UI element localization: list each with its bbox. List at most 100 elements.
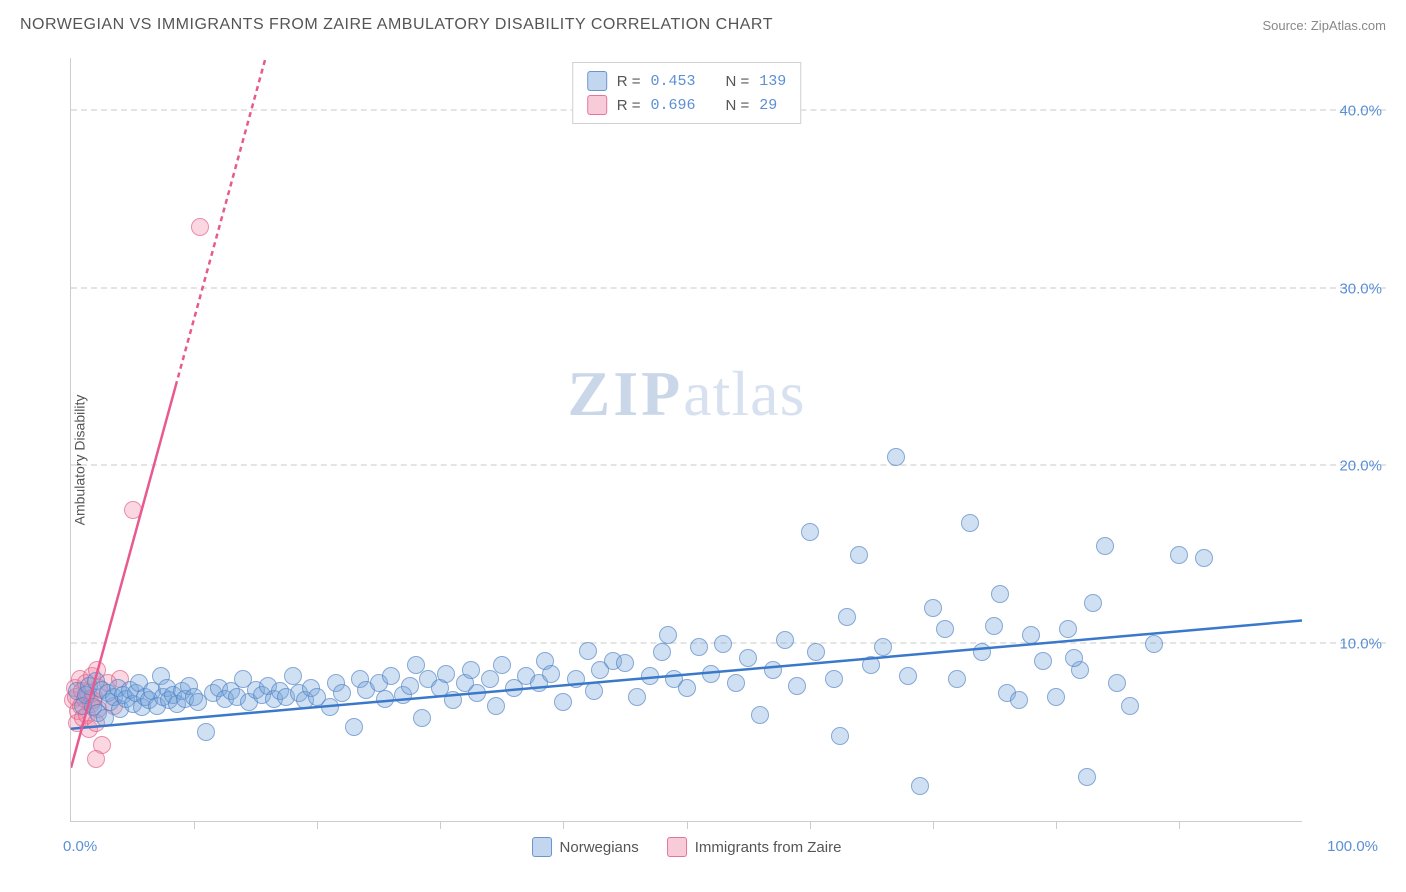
data-point	[887, 448, 905, 466]
y-tick-label: 30.0%	[1339, 280, 1382, 297]
data-point	[401, 677, 419, 695]
data-point	[659, 626, 677, 644]
regression-line	[176, 58, 271, 386]
data-point	[690, 638, 708, 656]
data-point	[1108, 674, 1126, 692]
data-point	[616, 654, 634, 672]
x-tick	[563, 821, 564, 829]
data-point	[911, 777, 929, 795]
data-point	[124, 501, 142, 519]
data-point	[284, 667, 302, 685]
legend-swatch	[587, 95, 607, 115]
data-point	[874, 638, 892, 656]
data-point	[751, 706, 769, 724]
plot-region: ZIPatlas R =0.453N =139R =0.696N = 29 0.…	[70, 58, 1302, 822]
y-tick-label: 40.0%	[1339, 103, 1382, 120]
chart-area: Ambulatory Disability ZIPatlas R =0.453N…	[20, 48, 1386, 872]
data-point	[936, 620, 954, 638]
data-point	[321, 698, 339, 716]
data-point	[991, 585, 1009, 603]
x-tick	[1056, 821, 1057, 829]
data-point	[197, 723, 215, 741]
data-point	[1034, 652, 1052, 670]
legend-r-label: R =	[617, 97, 641, 114]
data-point	[487, 697, 505, 715]
data-point	[437, 665, 455, 683]
legend-row: R = 0.453 N = 139	[587, 69, 787, 93]
watermark: ZIPatlas	[568, 357, 806, 431]
data-point	[1022, 626, 1040, 644]
legend-swatch	[532, 837, 552, 857]
data-point	[542, 665, 560, 683]
data-point	[1010, 691, 1028, 709]
data-point	[481, 670, 499, 688]
legend-n-label: N =	[726, 73, 750, 90]
chart-source: Source: ZipAtlas.com	[1262, 18, 1386, 33]
legend-label: Immigrants from Zaire	[695, 839, 842, 856]
data-point	[831, 727, 849, 745]
legend-row: R =0.696N = 29	[587, 93, 787, 117]
x-tick	[1179, 821, 1180, 829]
chart-title: NORWEGIAN VS IMMIGRANTS FROM ZAIRE AMBUL…	[20, 16, 773, 34]
x-tick	[440, 821, 441, 829]
data-point	[1084, 594, 1102, 612]
data-point	[641, 667, 659, 685]
data-point	[961, 514, 979, 532]
data-point	[702, 665, 720, 683]
data-point	[1078, 768, 1096, 786]
legend-label: Norwegians	[560, 839, 639, 856]
data-point	[850, 546, 868, 564]
x-axis-max-label: 100.0%	[1327, 838, 1378, 855]
data-point	[924, 599, 942, 617]
watermark-zip: ZIP	[568, 358, 684, 429]
data-point	[973, 643, 991, 661]
data-point	[714, 635, 732, 653]
data-point	[825, 670, 843, 688]
data-point	[807, 643, 825, 661]
legend-swatch	[587, 71, 607, 91]
y-tick-label: 10.0%	[1339, 635, 1382, 652]
data-point	[333, 684, 351, 702]
legend-r-value: 0.453	[650, 73, 695, 90]
y-tick-label: 20.0%	[1339, 458, 1382, 475]
data-point	[1065, 649, 1083, 667]
x-tick	[687, 821, 688, 829]
source-link[interactable]: ZipAtlas.com	[1311, 18, 1386, 33]
x-tick	[317, 821, 318, 829]
data-point	[345, 718, 363, 736]
data-point	[191, 218, 209, 236]
data-point	[413, 709, 431, 727]
series-legend: Norwegians Immigrants from Zaire	[532, 837, 842, 857]
data-point	[985, 617, 1003, 635]
data-point	[468, 684, 486, 702]
data-point	[948, 670, 966, 688]
data-point	[554, 693, 572, 711]
data-point	[1145, 635, 1163, 653]
data-point	[567, 670, 585, 688]
x-tick	[933, 821, 934, 829]
source-prefix: Source:	[1262, 18, 1310, 33]
data-point	[727, 674, 745, 692]
data-point	[444, 691, 462, 709]
data-point	[1047, 688, 1065, 706]
legend-r-label: R =	[617, 73, 641, 90]
data-point	[1096, 537, 1114, 555]
legend-r-value: 0.696	[650, 97, 695, 114]
x-tick	[810, 821, 811, 829]
legend-item: Immigrants from Zaire	[667, 837, 842, 857]
data-point	[1121, 697, 1139, 715]
legend-n-value: 29	[759, 97, 777, 114]
data-point	[1059, 620, 1077, 638]
data-point	[776, 631, 794, 649]
data-point	[1170, 546, 1188, 564]
gridline-h	[71, 287, 1386, 289]
data-point	[788, 677, 806, 695]
legend-n-value: 139	[759, 73, 786, 90]
data-point	[376, 690, 394, 708]
data-point	[462, 661, 480, 679]
data-point	[653, 643, 671, 661]
data-point	[1195, 549, 1213, 567]
data-point	[579, 642, 597, 660]
x-tick	[194, 821, 195, 829]
data-point	[585, 682, 603, 700]
